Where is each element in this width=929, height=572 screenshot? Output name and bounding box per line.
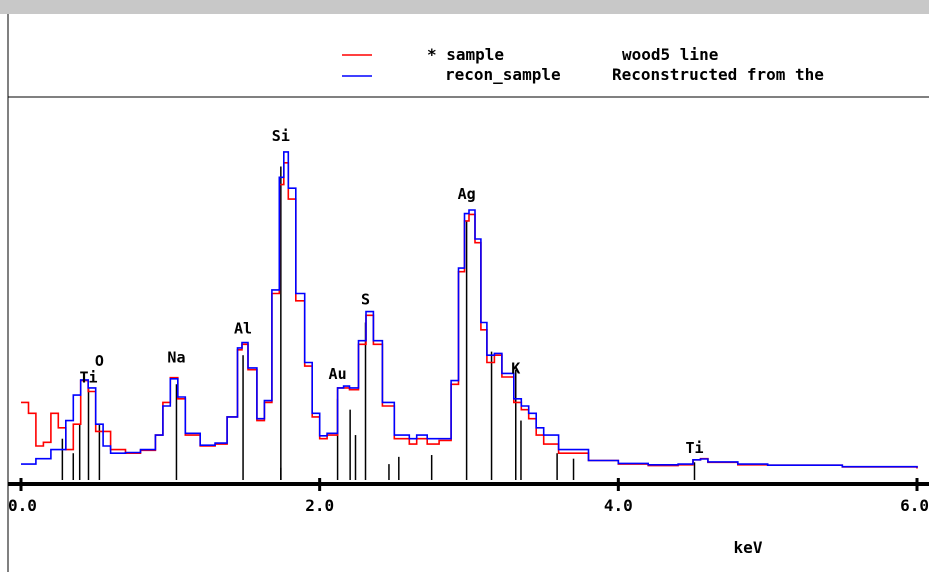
legend-entry-recon-sample: recon_sample Reconstructed from the bbox=[342, 65, 824, 84]
x-axis-title: keV bbox=[734, 538, 763, 557]
x-tick-label: 2.0 bbox=[305, 496, 334, 515]
legend: * sample wood5 line recon_sample Reconst… bbox=[342, 45, 824, 84]
element-label: O bbox=[95, 352, 104, 370]
legend-label: recon_sample bbox=[445, 65, 561, 84]
element-label: Au bbox=[329, 365, 347, 383]
x-tick-label: 6.0 bbox=[900, 496, 929, 515]
element-line-markers bbox=[61, 166, 696, 480]
spectrum-series bbox=[21, 151, 918, 469]
legend-description: Reconstructed from the bbox=[612, 65, 824, 84]
legend-label: * sample bbox=[427, 45, 504, 64]
series-line-sample bbox=[21, 162, 918, 469]
element-label: Ag bbox=[458, 185, 476, 203]
x-axis-ticks: 0.0 2.0 4.0 6.0 bbox=[8, 478, 929, 515]
element-label: Si bbox=[272, 127, 290, 145]
series-line-recon-sample bbox=[21, 151, 918, 468]
title-bar bbox=[0, 0, 929, 14]
element-label: Na bbox=[167, 348, 185, 366]
element-label: Ti bbox=[79, 368, 97, 386]
legend-entry-sample: * sample wood5 line bbox=[342, 45, 718, 64]
element-label: K bbox=[511, 359, 520, 377]
legend-description: wood5 line bbox=[622, 45, 718, 64]
x-tick-label: 4.0 bbox=[604, 496, 633, 515]
x-axis: 0.0 2.0 4.0 6.0 keV bbox=[8, 478, 929, 557]
x-tick-label: 0.0 bbox=[8, 496, 37, 515]
element-label: S bbox=[361, 290, 370, 308]
element-label: Ti bbox=[685, 439, 703, 457]
element-label: Al bbox=[234, 319, 252, 337]
